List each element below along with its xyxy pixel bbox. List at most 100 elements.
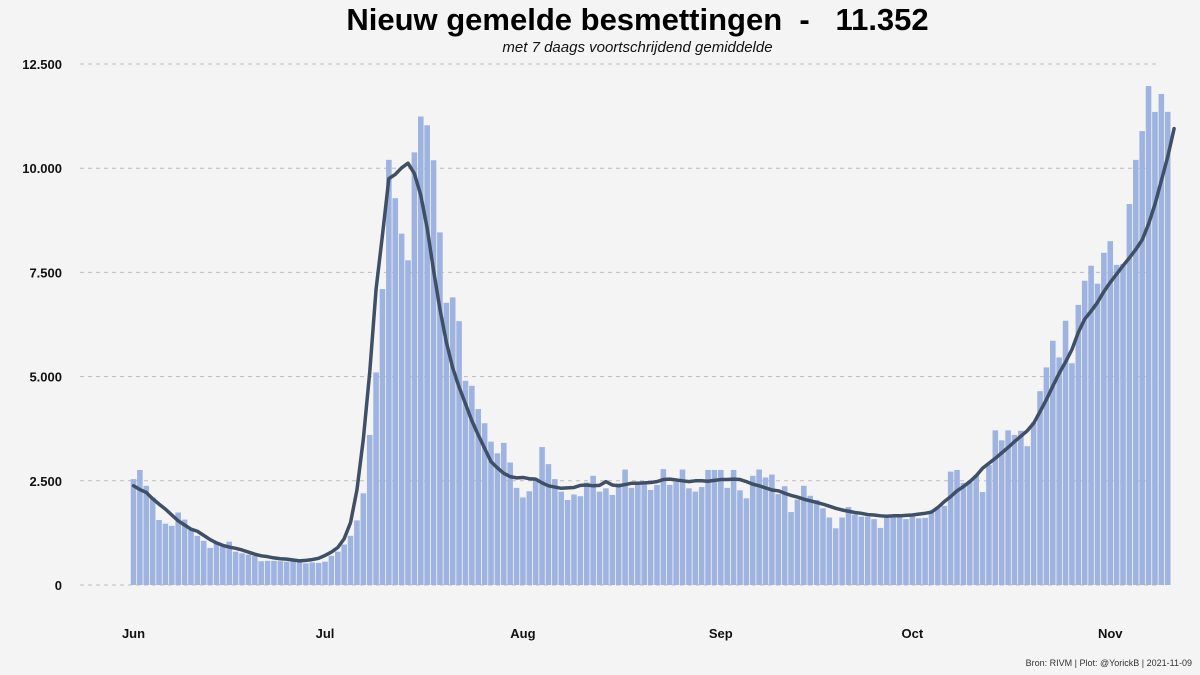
bar <box>156 519 162 585</box>
bar <box>590 475 596 585</box>
bar <box>730 469 737 585</box>
bar <box>341 544 347 585</box>
bar <box>558 491 565 585</box>
bar <box>290 561 296 585</box>
bar <box>488 441 494 585</box>
bar <box>443 302 450 585</box>
bar <box>909 516 916 585</box>
bar <box>1056 357 1062 585</box>
bar <box>998 440 1005 585</box>
bar <box>654 484 660 585</box>
bar <box>258 561 264 585</box>
bar <box>456 321 462 585</box>
bar <box>405 260 411 585</box>
bar <box>149 497 156 585</box>
bar <box>1024 446 1031 585</box>
bar <box>245 554 252 585</box>
bar <box>494 453 501 585</box>
y-tick-label: 10.000 <box>22 161 62 176</box>
bar <box>322 561 328 585</box>
bar <box>577 496 584 585</box>
bar <box>130 479 137 585</box>
y-tick-label: 0 <box>55 578 62 593</box>
bar <box>328 555 335 585</box>
bar <box>1164 111 1171 585</box>
bar <box>641 484 648 585</box>
y-tick-label: 5.000 <box>29 370 62 385</box>
x-tick-label: Jun <box>122 626 145 641</box>
bar <box>207 547 213 585</box>
bar <box>877 527 884 585</box>
bar <box>781 486 788 585</box>
bar <box>526 491 533 585</box>
bar <box>277 561 284 585</box>
bar <box>1120 264 1126 585</box>
bar <box>1152 111 1158 586</box>
bar <box>979 492 986 585</box>
bar <box>481 423 488 585</box>
bar <box>360 493 367 585</box>
bar <box>686 488 692 585</box>
bar <box>354 520 360 585</box>
bar <box>532 478 539 585</box>
bar <box>200 540 207 585</box>
bar <box>973 474 979 585</box>
bar <box>967 480 973 585</box>
bar <box>1018 430 1024 585</box>
bar <box>1005 430 1011 585</box>
bar <box>398 233 405 585</box>
chart-title: Nieuw gemelde besmettingen - 11.352 <box>346 2 929 37</box>
bar <box>769 474 775 585</box>
x-tick-label: Aug <box>510 626 535 641</box>
bar <box>1069 363 1075 585</box>
bar <box>960 482 967 585</box>
bar <box>628 487 635 585</box>
bar <box>1081 280 1088 585</box>
x-tick-label: Sep <box>709 626 733 641</box>
y-tick-label: 2.500 <box>29 474 62 489</box>
bar <box>705 469 711 585</box>
bar <box>430 160 437 585</box>
bar <box>954 469 960 585</box>
bar <box>1139 131 1145 585</box>
bar <box>1088 265 1094 585</box>
bar <box>475 409 482 585</box>
source-caption: Bron: RIVM | Plot: @YorickB | 2021-11-09 <box>1025 658 1192 668</box>
bar <box>698 487 705 585</box>
bar <box>226 541 233 585</box>
bar <box>820 508 826 585</box>
bar <box>826 517 833 585</box>
bar <box>928 512 935 585</box>
bar <box>1113 264 1120 585</box>
bar <box>1145 86 1152 585</box>
chart-subtitle: met 7 daags voortschrijdend gemiddelde <box>502 39 773 56</box>
x-tick-label: Oct <box>902 626 924 641</box>
bar <box>1133 159 1139 586</box>
bar <box>718 469 724 585</box>
bar <box>437 232 443 585</box>
bar <box>162 523 169 585</box>
bar <box>283 561 290 585</box>
bar <box>992 430 999 585</box>
bar <box>392 198 399 585</box>
bar <box>1158 94 1165 585</box>
bar <box>379 289 386 585</box>
bar <box>673 482 679 585</box>
bar <box>232 551 239 585</box>
bar <box>1126 204 1133 586</box>
bar <box>252 555 258 585</box>
bar <box>386 159 392 586</box>
bar <box>539 447 545 585</box>
bar <box>309 562 316 585</box>
bar <box>1094 283 1101 585</box>
bar <box>1101 252 1107 585</box>
bar <box>175 512 181 585</box>
bar <box>839 517 845 585</box>
bar <box>373 372 379 585</box>
bar <box>583 482 590 585</box>
bar <box>845 507 852 585</box>
bar <box>545 464 552 585</box>
bar <box>1043 367 1050 585</box>
